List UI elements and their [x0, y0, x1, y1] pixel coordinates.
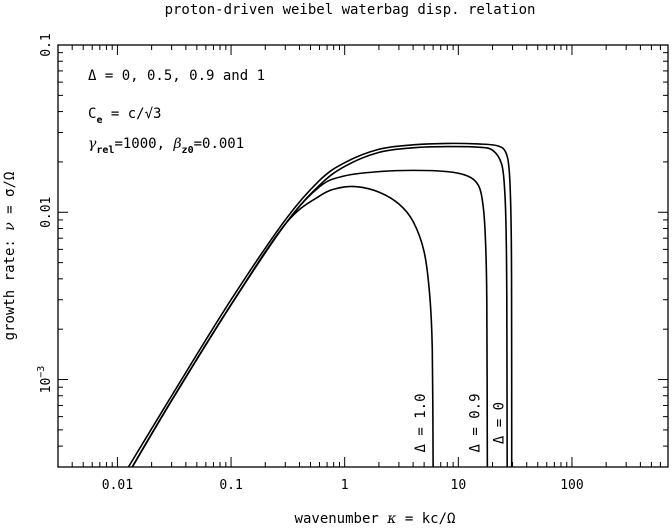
series-curve-1 — [127, 142, 513, 468]
plot-frame — [57, 44, 669, 468]
y-axis-label: growth rate: ν = σ/Ω — [2, 172, 18, 341]
annotation-delta-values: Δ = 0, 0.5, 0.9 and 1 — [88, 68, 265, 84]
series-curve-2 — [131, 169, 489, 468]
y-tick-label: 10−3 — [36, 366, 54, 394]
x-tick-label: 1 — [341, 478, 349, 493]
x-tick-label: 100 — [560, 478, 583, 493]
x-axis-label: wavenumber κ = kc/Ω — [295, 511, 456, 527]
x-tick-label: 10 — [451, 478, 467, 493]
y-axis-ticks: 10−3 0.01 0.1 — [36, 33, 668, 468]
series-label-3: Δ = 1.0 — [413, 393, 429, 452]
series-label-2: Δ = 0.9 — [467, 393, 483, 452]
y-tick-label: 0.01 — [39, 197, 54, 228]
x-axis-ticks: 0.01 0.1 1 10 100 — [57, 45, 669, 493]
x-tick-label: 0.1 — [219, 478, 242, 493]
series-group — [127, 142, 513, 468]
series-label-1: Δ = 0 — [492, 402, 508, 444]
y-tick-label: 0.1 — [39, 33, 54, 56]
series-curve-3 — [131, 185, 434, 468]
x-tick-label: 0.01 — [102, 478, 133, 493]
annotation-sound-speed: Ce = c/√3 — [88, 106, 161, 126]
annotation-gamma-beta: γrel=1000, βz0=0.001 — [88, 136, 244, 156]
chart-title: proton-driven weibel waterbag disp. rela… — [165, 2, 536, 18]
series-curve-0 — [131, 145, 508, 468]
series-labels: Δ = 0 Δ = 0.9 Δ = 1.0 — [413, 393, 508, 452]
